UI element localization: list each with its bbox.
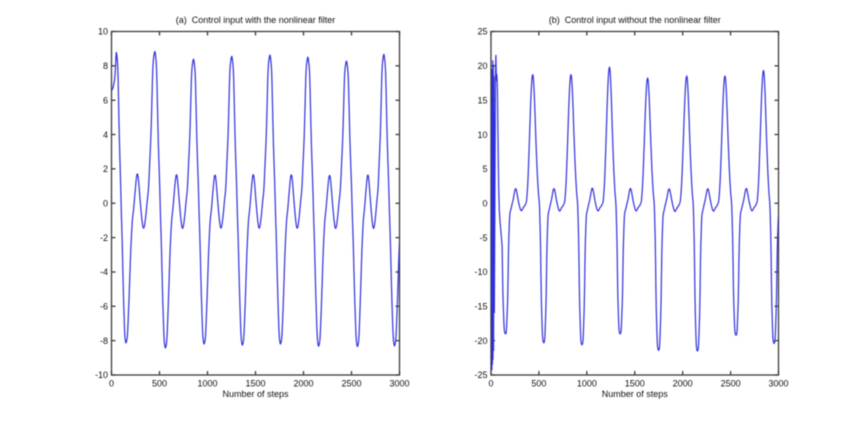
svg-text:0: 0: [103, 198, 108, 208]
svg-text:1000: 1000: [577, 379, 597, 389]
svg-text:2000: 2000: [673, 379, 693, 389]
svg-text:10: 10: [477, 130, 487, 140]
svg-text:4: 4: [103, 130, 108, 140]
svg-text:15: 15: [477, 95, 487, 105]
svg-text:Number of steps: Number of steps: [222, 389, 289, 399]
svg-text:1500: 1500: [245, 379, 265, 389]
svg-text:Number of steps: Number of steps: [602, 389, 669, 399]
svg-text:3000: 3000: [389, 379, 409, 389]
svg-text:10: 10: [98, 27, 108, 37]
svg-text:20: 20: [477, 61, 487, 71]
svg-text:8: 8: [103, 61, 108, 71]
svg-text:500: 500: [531, 379, 546, 389]
svg-text:-10: -10: [95, 370, 108, 380]
svg-text:5: 5: [482, 164, 487, 174]
svg-text:0: 0: [109, 379, 114, 389]
svg-text:0: 0: [488, 379, 493, 389]
svg-text:-2: -2: [100, 233, 108, 243]
svg-text:2500: 2500: [721, 379, 741, 389]
svg-text:-6: -6: [100, 302, 108, 312]
svg-text:-15: -15: [474, 302, 487, 312]
svg-text:500: 500: [152, 379, 167, 389]
svg-text:-20: -20: [474, 336, 487, 346]
svg-text:2500: 2500: [341, 379, 361, 389]
svg-text:(a) Control input with the no: (a) Control input with the nonlinear fil…: [176, 15, 336, 25]
svg-text:25: 25: [477, 27, 487, 37]
svg-text:1000: 1000: [197, 379, 217, 389]
svg-text:2000: 2000: [293, 379, 313, 389]
svg-text:-8: -8: [100, 336, 108, 346]
svg-text:-10: -10: [474, 267, 487, 277]
svg-text:6: 6: [103, 95, 108, 105]
svg-text:2: 2: [103, 164, 108, 174]
svg-text:1500: 1500: [625, 379, 645, 389]
svg-text:-25: -25: [474, 370, 487, 380]
svg-text:3000: 3000: [768, 379, 788, 389]
svg-text:(b) Control input without the: (b) Control input without the nonlinear …: [549, 15, 721, 25]
svg-text:-5: -5: [479, 233, 487, 243]
svg-text:0: 0: [482, 198, 487, 208]
svg-text:-4: -4: [100, 267, 108, 277]
